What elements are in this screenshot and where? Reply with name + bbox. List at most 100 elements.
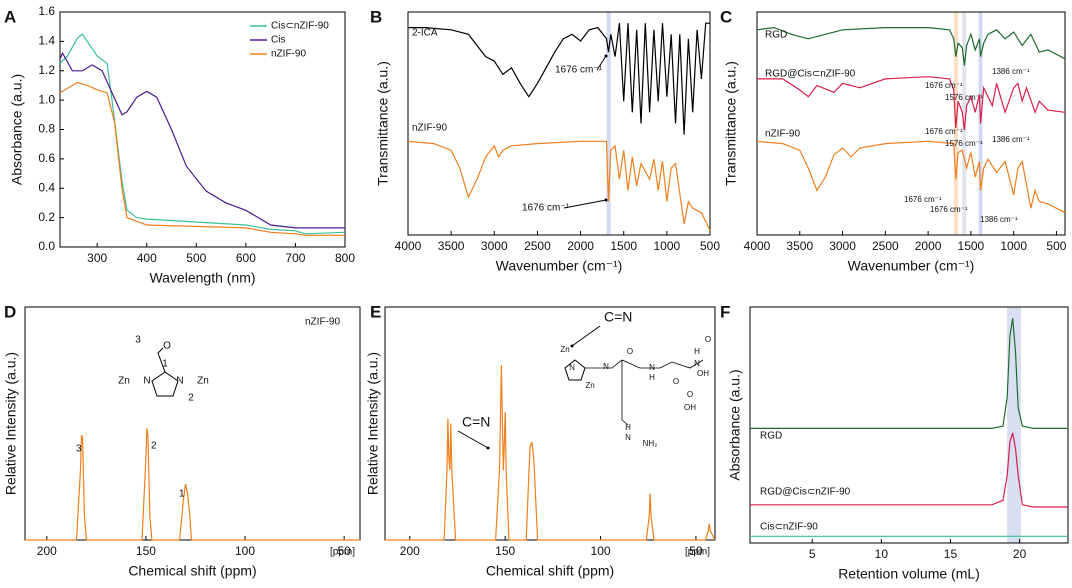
panel: B 4000 3500 3000 2500 2000 1500 1000 500 Wavenumb…	[370, 7, 720, 273]
data-line	[750, 318, 1068, 429]
panel: D 200 150 100 50[ppm] Chemical shift (ppm) Rel…	[3, 302, 361, 579]
x-tick-label: 150	[495, 544, 515, 558]
peak-label: 3	[76, 444, 82, 455]
annotation: 1576 cm⁻¹	[945, 93, 983, 102]
x-tick-label: 3000	[481, 239, 508, 253]
x-tick-label: 800	[335, 251, 355, 265]
y-axis-label: Absorbance (a.u.)	[727, 369, 743, 480]
y-axis-label: Relative Intensity (a.u.)	[3, 352, 19, 495]
annotation: 1386 cm⁻¹	[992, 135, 1030, 144]
x-tick-label: 100	[235, 544, 255, 558]
y-tick-label: 0.6	[38, 151, 55, 165]
x-tick-label: 2000	[915, 239, 942, 253]
series-label: nZIF-90	[305, 317, 340, 328]
structure-label: O	[687, 390, 693, 399]
ring	[564, 359, 586, 381]
annotation: 1386 cm⁻¹	[992, 67, 1030, 76]
structure-label: Zn	[585, 381, 594, 390]
x-axis-label: Chemical shift (ppm)	[486, 563, 614, 579]
data-line	[408, 22, 710, 135]
highlight-band	[962, 12, 967, 235]
peak-label: 1	[179, 489, 185, 500]
structure-label: OH	[697, 369, 709, 378]
structure-label: 1	[162, 359, 168, 370]
legend-label: Cis⊂nZIF-90	[271, 21, 329, 32]
x-unit-label: [ppm]	[685, 547, 710, 558]
data-line	[756, 140, 1066, 214]
x-tick-label: 4000	[395, 239, 422, 253]
series-label: 2-ICA	[412, 28, 438, 39]
structure-label: N	[176, 376, 183, 387]
annotation-arrow	[596, 55, 607, 71]
annotation: 1676 cm⁻¹	[925, 81, 963, 90]
x-tick-label: 700	[285, 251, 305, 265]
x-tick-label: 2000	[567, 239, 594, 253]
structure-label: O	[627, 347, 633, 356]
structure-label: N	[649, 363, 655, 372]
x-axis-label: Wavenumber (cm⁻¹)	[496, 258, 623, 274]
x-tick-label: 4000	[744, 239, 771, 253]
structure-label: O	[673, 377, 679, 386]
x-tick-label: 5	[809, 547, 816, 561]
x-tick-label: 3500	[786, 239, 813, 253]
annotation-arrow	[563, 199, 607, 209]
plot-frame	[749, 306, 1069, 544]
x-tick-label: 200	[37, 544, 57, 558]
data-line	[757, 76, 1066, 131]
x-axis-label: Wavelength (nm)	[149, 270, 255, 286]
panel-label: F	[720, 302, 730, 321]
annotation: 1676 cm⁻¹	[555, 65, 603, 76]
arrow-head	[486, 446, 490, 450]
series-label: nZIF-90	[765, 129, 800, 140]
data-line	[407, 140, 711, 231]
series-label: RGD@Cis⊂nZIF-90	[760, 487, 851, 498]
structure-label: H	[694, 347, 700, 356]
annotation: 1676 cm⁻¹	[522, 203, 570, 214]
x-unit-label: [ppm]	[330, 547, 355, 558]
x-axis-label: Chemical shift (ppm)	[128, 563, 256, 579]
x-tick-label: 50	[689, 544, 703, 558]
panel-label: D	[4, 302, 16, 321]
ring	[151, 371, 179, 397]
annotation: 1576 cm⁻¹	[945, 139, 983, 148]
x-tick-label: 1500	[610, 239, 637, 253]
y-tick-label: 0.4	[38, 180, 55, 194]
bond	[157, 347, 166, 373]
plot-frame	[756, 11, 1066, 236]
x-tick-label: 2500	[872, 239, 899, 253]
data-line	[59, 33, 346, 235]
plot-frame	[384, 306, 716, 541]
series-label: nZIF-90	[412, 123, 447, 134]
data-line	[385, 365, 716, 541]
structure-label: 3	[135, 335, 141, 346]
arrow-head	[604, 198, 608, 202]
structure-label: N	[143, 376, 150, 387]
x-tick-label: 50	[337, 544, 351, 558]
x-tick-label: 1500	[958, 239, 985, 253]
x-tick-label: 10	[875, 547, 889, 561]
structure-label: NH₂	[643, 439, 658, 448]
structure-label: N	[694, 359, 700, 368]
peak-label: 2	[151, 441, 157, 452]
structure-label: N	[569, 363, 575, 372]
bond	[585, 359, 704, 369]
legend-label: Cis	[271, 35, 285, 46]
x-tick-label: 1000	[1000, 239, 1027, 253]
x-tick-label: 20	[1013, 547, 1027, 561]
x-tick-label: 150	[136, 544, 156, 558]
y-tick-label: 1.0	[38, 92, 55, 106]
panel-label: C	[720, 7, 732, 26]
plot-frame	[59, 11, 346, 248]
y-axis-label: Transmittance (a.u.)	[375, 61, 391, 186]
structure-label: O	[163, 341, 171, 352]
x-tick-label: 500	[186, 251, 206, 265]
x-tick-label: 3000	[829, 239, 856, 253]
annotation: 1386 cm⁻¹	[980, 215, 1018, 224]
structure-label: Zn	[197, 376, 209, 387]
y-tick-label: 0.8	[38, 122, 55, 136]
series-label: RGD	[760, 431, 782, 442]
x-axis-label: Wavenumber (cm⁻¹)	[848, 258, 975, 274]
arrow-head	[570, 344, 574, 348]
annotation-arrow	[571, 325, 601, 347]
